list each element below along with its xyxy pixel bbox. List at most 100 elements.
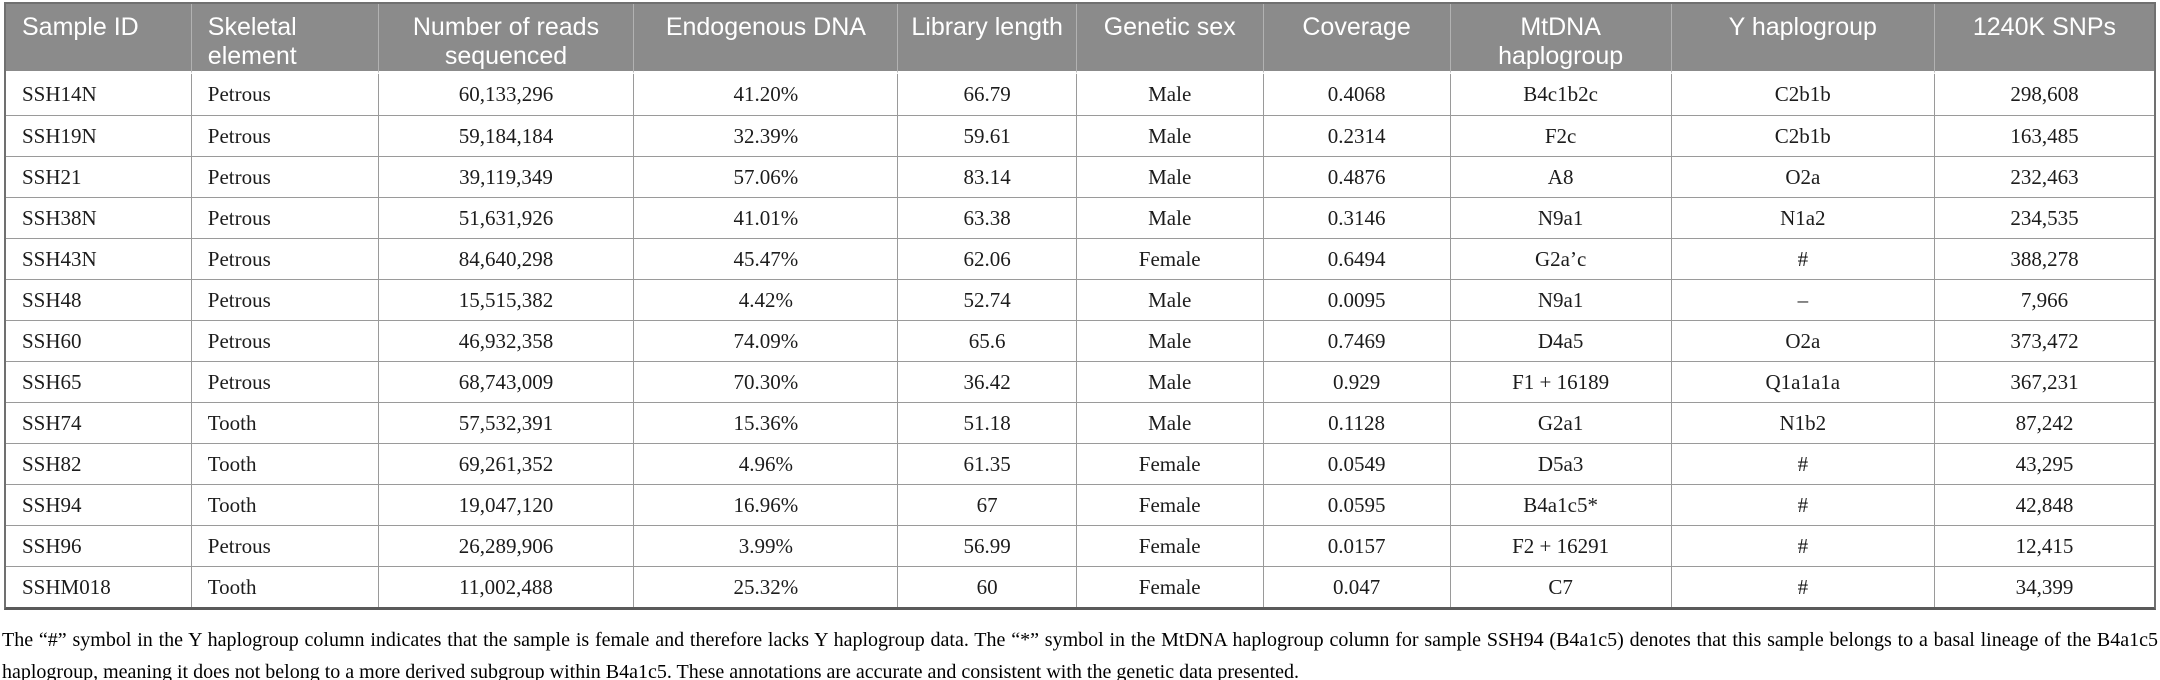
cell-reads-sequenced: 68,743,009 <box>378 361 635 402</box>
table-row: SSH60 Petrous 46,932,358 74.09% 65.6 Male 0.74… <box>6 320 2154 361</box>
cell-mtdna-haplogroup: G2a1 <box>1450 402 1672 443</box>
cell-genetic-sex: Male <box>1076 361 1264 402</box>
cell-coverage: 0.7469 <box>1263 320 1451 361</box>
cell-y-haplogroup: O2a <box>1671 320 1935 361</box>
cell-genetic-sex: Female <box>1076 238 1264 279</box>
cell-skeletal-element: Tooth <box>191 484 379 525</box>
cell-snps-1240k: 43,295 <box>1934 443 2154 484</box>
cell-genetic-sex: Female <box>1076 443 1264 484</box>
cell-y-haplogroup: # <box>1671 443 1935 484</box>
column-header-sample-id: Sample ID <box>6 4 192 74</box>
cell-genetic-sex: Female <box>1076 566 1264 607</box>
cell-library-length: 62.06 <box>898 238 1077 279</box>
cell-library-length: 56.99 <box>898 525 1077 566</box>
cell-mtdna-haplogroup: G2a’c <box>1450 238 1672 279</box>
cell-reads-sequenced: 84,640,298 <box>378 238 635 279</box>
cell-mtdna-haplogroup: F1 + 16189 <box>1450 361 1672 402</box>
cell-reads-sequenced: 57,532,391 <box>378 402 635 443</box>
cell-reads-sequenced: 69,261,352 <box>378 443 635 484</box>
cell-endogenous-dna: 3.99% <box>634 525 899 566</box>
cell-endogenous-dna: 4.42% <box>634 279 899 320</box>
cell-genetic-sex: Female <box>1076 525 1264 566</box>
cell-genetic-sex: Male <box>1076 74 1264 115</box>
cell-sample-id: SSH14N <box>6 74 192 115</box>
cell-library-length: 63.38 <box>898 197 1077 238</box>
cell-snps-1240k: 373,472 <box>1934 320 2154 361</box>
table-row: SSH94 Tooth 19,047,120 16.96% 67 Female 0.0595… <box>6 484 2154 525</box>
cell-skeletal-element: Petrous <box>191 279 379 320</box>
cell-sample-id: SSH74 <box>6 402 192 443</box>
cell-y-haplogroup: # <box>1671 566 1935 607</box>
cell-reads-sequenced: 46,932,358 <box>378 320 635 361</box>
column-header-y-haplogroup: Y haplogroup <box>1671 4 1935 74</box>
cell-mtdna-haplogroup: F2 + 16291 <box>1450 525 1672 566</box>
column-header-endogenous-dna: Endogenous DNA <box>634 4 899 74</box>
cell-reads-sequenced: 15,515,382 <box>378 279 635 320</box>
cell-skeletal-element: Petrous <box>191 197 379 238</box>
cell-genetic-sex: Male <box>1076 279 1264 320</box>
cell-skeletal-element: Petrous <box>191 525 379 566</box>
cell-skeletal-element: Petrous <box>191 238 379 279</box>
table-row: SSH19N Petrous 59,184,184 32.39% 59.61 Male 0.… <box>6 115 2154 156</box>
cell-mtdna-haplogroup: C7 <box>1450 566 1672 607</box>
cell-coverage: 0.0595 <box>1263 484 1451 525</box>
cell-skeletal-element: Petrous <box>191 74 379 115</box>
cell-reads-sequenced: 39,119,349 <box>378 156 635 197</box>
cell-y-haplogroup: – <box>1671 279 1935 320</box>
cell-genetic-sex: Male <box>1076 156 1264 197</box>
cell-coverage: 0.4876 <box>1263 156 1451 197</box>
cell-endogenous-dna: 15.36% <box>634 402 899 443</box>
cell-snps-1240k: 232,463 <box>1934 156 2154 197</box>
cell-y-haplogroup: Q1a1a1a <box>1671 361 1935 402</box>
cell-coverage: 0.047 <box>1263 566 1451 607</box>
cell-reads-sequenced: 51,631,926 <box>378 197 635 238</box>
cell-sample-id: SSH65 <box>6 361 192 402</box>
cell-skeletal-element: Petrous <box>191 115 379 156</box>
cell-coverage: 0.2314 <box>1263 115 1451 156</box>
table-row: SSH96 Petrous 26,289,906 3.99% 56.99 Female 0.… <box>6 525 2154 566</box>
table-row: SSH82 Tooth 69,261,352 4.96% 61.35 Female 0.05… <box>6 443 2154 484</box>
cell-genetic-sex: Male <box>1076 402 1264 443</box>
cell-skeletal-element: Petrous <box>191 156 379 197</box>
column-header-genetic-sex: Genetic sex <box>1076 4 1264 74</box>
cell-sample-id: SSH19N <box>6 115 192 156</box>
cell-library-length: 36.42 <box>898 361 1077 402</box>
cell-y-haplogroup: O2a <box>1671 156 1935 197</box>
cell-skeletal-element: Petrous <box>191 361 379 402</box>
table-body: SSH14N Petrous 60,133,296 41.20% 66.79 Male 0.… <box>6 74 2154 607</box>
cell-endogenous-dna: 16.96% <box>634 484 899 525</box>
table-row: SSH65 Petrous 68,743,009 70.30% 36.42 Male 0.9… <box>6 361 2154 402</box>
cell-skeletal-element: Petrous <box>191 320 379 361</box>
cell-sample-id: SSH82 <box>6 443 192 484</box>
cell-snps-1240k: 163,485 <box>1934 115 2154 156</box>
cell-endogenous-dna: 32.39% <box>634 115 899 156</box>
cell-sample-id: SSHM018 <box>6 566 192 607</box>
column-header-library-length: Library length <box>898 4 1077 74</box>
cell-library-length: 67 <box>898 484 1077 525</box>
cell-y-haplogroup: # <box>1671 238 1935 279</box>
cell-snps-1240k: 87,242 <box>1934 402 2154 443</box>
column-header-skeletal-element: Skeletal element <box>191 4 379 74</box>
cell-snps-1240k: 367,231 <box>1934 361 2154 402</box>
column-header-coverage: Coverage <box>1263 4 1451 74</box>
cell-y-haplogroup: # <box>1671 484 1935 525</box>
cell-sample-id: SSH94 <box>6 484 192 525</box>
cell-skeletal-element: Tooth <box>191 566 379 607</box>
table-row: SSH38N Petrous 51,631,926 41.01% 63.38 Male 0.… <box>6 197 2154 238</box>
cell-library-length: 52.74 <box>898 279 1077 320</box>
cell-reads-sequenced: 60,133,296 <box>378 74 635 115</box>
cell-reads-sequenced: 59,184,184 <box>378 115 635 156</box>
table-row: SSH74 Tooth 57,532,391 15.36% 51.18 Male 0.112… <box>6 402 2154 443</box>
table-footnote: The “#” symbol in the Y haplogroup colum… <box>2 629 2158 680</box>
cell-library-length: 61.35 <box>898 443 1077 484</box>
cell-snps-1240k: 12,415 <box>1934 525 2154 566</box>
column-header-reads-sequenced: Number of reads sequenced <box>378 4 635 74</box>
cell-snps-1240k: 34,399 <box>1934 566 2154 607</box>
cell-library-length: 60 <box>898 566 1077 607</box>
cell-endogenous-dna: 25.32% <box>634 566 899 607</box>
cell-sample-id: SSH21 <box>6 156 192 197</box>
cell-coverage: 0.0549 <box>1263 443 1451 484</box>
cell-library-length: 65.6 <box>898 320 1077 361</box>
cell-coverage: 0.1128 <box>1263 402 1451 443</box>
